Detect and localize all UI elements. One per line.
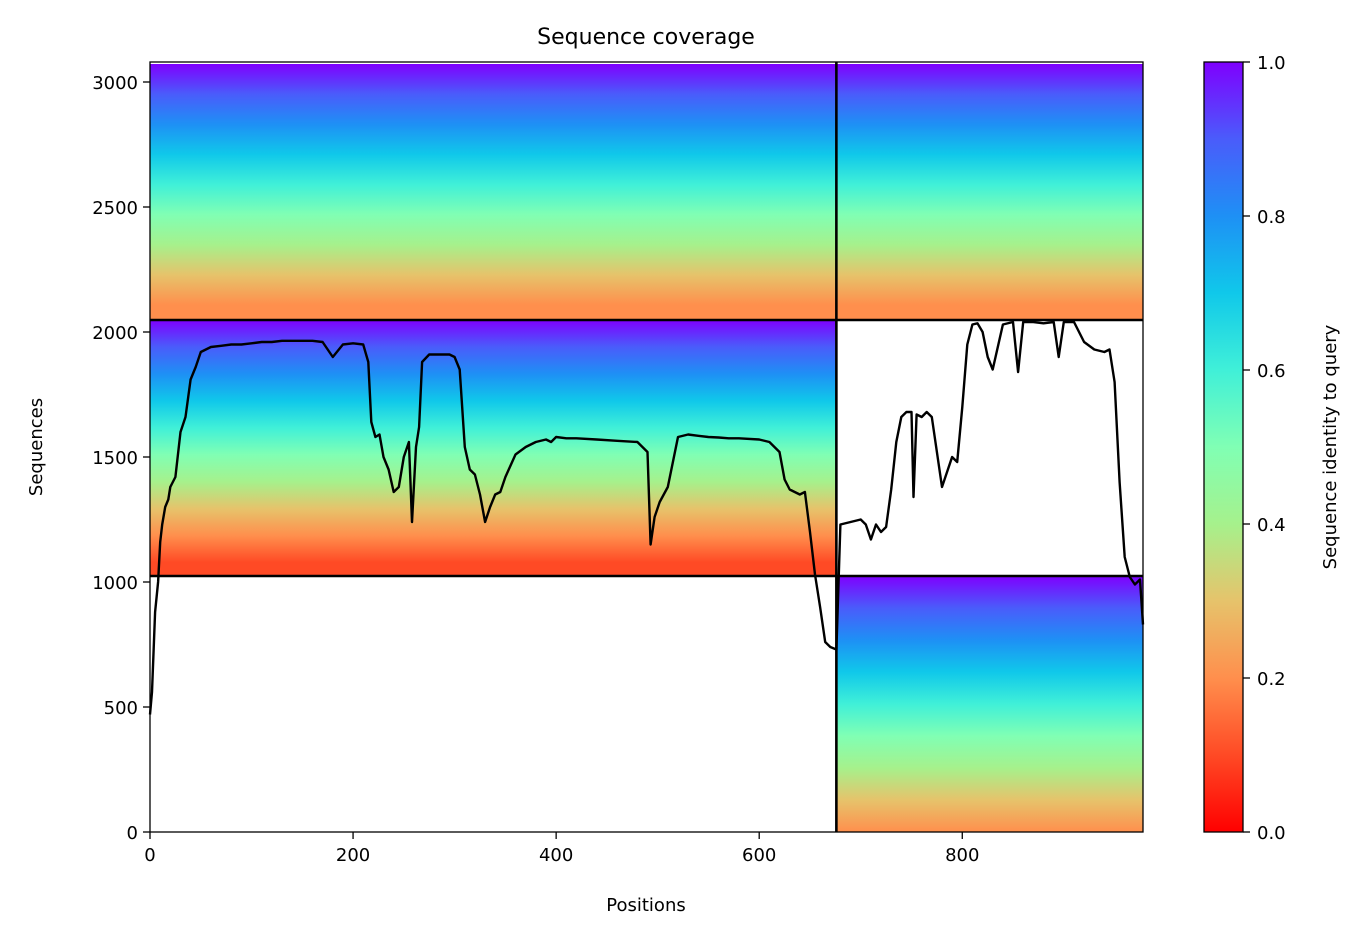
x-tick-label: 0 [144, 845, 155, 866]
coverage-block [836, 64, 1143, 320]
block-boundaries [150, 62, 1143, 832]
y-tick-label: 0 [127, 823, 138, 844]
y-tick-label: 2500 [92, 198, 138, 219]
coverage-blocks [150, 64, 1143, 832]
colorbar-tick-label: 0.6 [1257, 361, 1286, 382]
plot-frame [149, 61, 1144, 833]
y-axis-label: Sequences [26, 398, 47, 496]
coverage-block [150, 320, 837, 576]
colorbar [1203, 61, 1244, 833]
colorbar-ticks: 0.0 0.2 0.4 0.6 0.8 1.0 [1243, 53, 1286, 844]
y-tick-label: 2000 [92, 323, 138, 344]
colorbar-tick-label: 1.0 [1257, 53, 1286, 74]
x-tick-label: 200 [336, 845, 370, 866]
coverage-line [148, 320, 1145, 715]
y-tick-label: 1500 [92, 448, 138, 469]
x-axis-label: Positions [606, 895, 685, 916]
x-tick-label: 400 [539, 845, 573, 866]
colorbar-tick-label: 0.0 [1257, 823, 1286, 844]
colorbar-tick-label: 0.4 [1257, 515, 1286, 536]
x-tick-label: 600 [742, 845, 776, 866]
y-tick-label: 3000 [92, 73, 138, 94]
y-axis-ticks: 0 500 1000 1500 2000 2500 3000 [92, 73, 150, 844]
coverage-block [150, 64, 837, 320]
y-tick-label: 500 [104, 698, 138, 719]
y-tick-label: 1000 [92, 573, 138, 594]
coverage-block [836, 576, 1143, 832]
x-axis-ticks: 0 200 400 600 800 [144, 832, 979, 866]
colorbar-tick-label: 0.2 [1257, 669, 1286, 690]
colorbar-label: Sequence identity to query [1320, 324, 1341, 569]
x-tick-label: 800 [945, 845, 979, 866]
chart-title: Sequence coverage [537, 25, 755, 50]
colorbar-tick-label: 0.8 [1257, 207, 1286, 228]
